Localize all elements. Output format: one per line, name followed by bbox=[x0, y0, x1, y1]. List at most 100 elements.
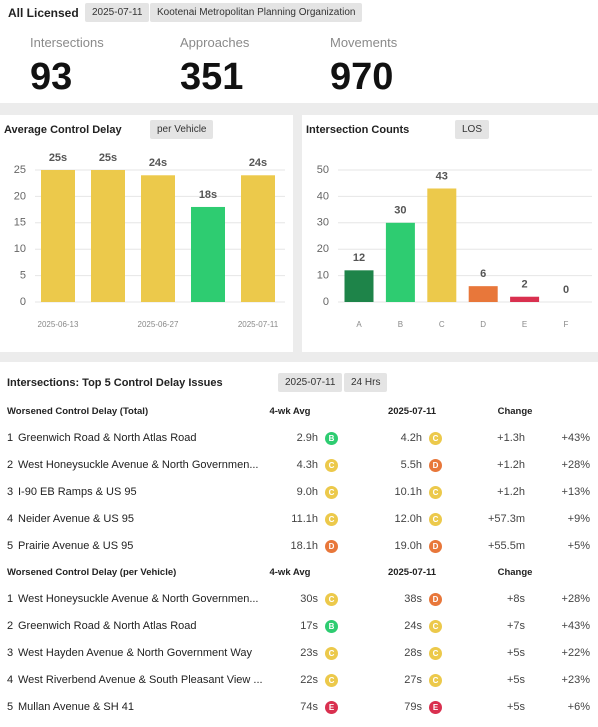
bar-value-label: 30 bbox=[394, 205, 406, 217]
bar-value-label: 43 bbox=[436, 170, 448, 182]
delay-change: +8s bbox=[506, 593, 525, 605]
los-badge: E bbox=[429, 701, 442, 714]
delay-change: +7s bbox=[506, 620, 525, 632]
row-rank: 5 bbox=[7, 540, 14, 552]
los-badge: C bbox=[429, 620, 442, 633]
avg-delay: 23s bbox=[300, 647, 318, 659]
kpi-value: 93 bbox=[30, 56, 73, 98]
x-tick-label: 2025-06-27 bbox=[138, 320, 179, 329]
delay-change: +5s bbox=[506, 701, 525, 713]
percent-change: +9% bbox=[567, 513, 590, 525]
los-badge: E bbox=[325, 701, 338, 714]
x-tick-label: F bbox=[564, 320, 569, 329]
percent-change: +22% bbox=[561, 647, 590, 659]
column-header: Change bbox=[497, 567, 533, 578]
avg-delay: 74s bbox=[300, 701, 318, 713]
chart-toggle: LOS bbox=[455, 120, 490, 139]
page-title: All Licensed bbox=[8, 6, 79, 20]
today-delay: 4.2h bbox=[400, 432, 422, 444]
bar-value-label: 12 bbox=[353, 252, 365, 264]
row-rank: 3 bbox=[7, 647, 14, 659]
intersection-name: West Honeysuckle Avenue & North Governme… bbox=[18, 593, 259, 605]
x-tick-label: A bbox=[356, 320, 362, 329]
avg-delay: 11.1h bbox=[291, 513, 318, 525]
y-tick-label: 15 bbox=[14, 217, 26, 229]
chart: 0 5 10 15 20 25 25s 2025-06-13 25s 24s 2025-06-27 1… bbox=[14, 152, 285, 329]
delay-change: +1.2h bbox=[497, 486, 525, 498]
column-header: 2025-07-11 bbox=[387, 406, 437, 417]
x-tick-label: E bbox=[522, 320, 527, 329]
bar bbox=[468, 286, 498, 302]
los-badge: C bbox=[325, 593, 338, 606]
y-tick-label: 50 bbox=[317, 164, 329, 176]
los-badge: D bbox=[325, 540, 338, 553]
percent-change: +23% bbox=[561, 674, 590, 686]
bar-value-label: 24s bbox=[149, 157, 167, 169]
row-rank: 5 bbox=[7, 701, 14, 713]
today-delay: 5.5h bbox=[400, 459, 422, 471]
los-badge: C bbox=[429, 486, 442, 499]
avg-delay: 22s bbox=[300, 674, 318, 686]
today-delay: 24s bbox=[404, 620, 422, 632]
table-chip: 24 Hrs bbox=[344, 373, 388, 392]
chart-card: Intersection Counts LOS 0 10 20 30 40 50 12 A 30 B 4… bbox=[302, 115, 598, 352]
intersection-name: West Riverbend Avenue & South Pleasant V… bbox=[18, 674, 263, 686]
percent-change: +43% bbox=[561, 620, 590, 632]
row-rank: 4 bbox=[7, 513, 14, 525]
los-badge: C bbox=[325, 486, 338, 499]
los-badge: C bbox=[325, 647, 338, 660]
delay-change: +57.3m bbox=[488, 513, 525, 525]
bar-value-label: 24s bbox=[249, 157, 267, 169]
percent-change: +6% bbox=[567, 701, 590, 713]
x-tick-label: 2025-06-13 bbox=[38, 320, 79, 329]
bar bbox=[344, 270, 374, 302]
y-tick-label: 10 bbox=[317, 270, 329, 282]
bar-value-label: 6 bbox=[480, 268, 486, 280]
los-badge: C bbox=[325, 513, 338, 526]
filter-chip: 2025-07-11 bbox=[85, 3, 150, 22]
bar bbox=[510, 296, 540, 302]
kpi-value: 351 bbox=[180, 56, 244, 98]
bar bbox=[385, 222, 415, 302]
kpi-label: Intersections bbox=[30, 35, 104, 50]
bar-value-label: 2 bbox=[522, 279, 528, 291]
column-header: 4-wk Avg bbox=[269, 406, 311, 417]
chart-card: Average Control Delay per Vehicle 0 5 10 15 20… bbox=[0, 115, 293, 352]
bar-value-label: 25s bbox=[99, 152, 117, 164]
percent-change: +13% bbox=[561, 486, 590, 498]
avg-delay: 4.3h bbox=[296, 459, 318, 471]
today-delay: 79s bbox=[404, 701, 422, 713]
intersection-name: Greenwich Road & North Atlas Road bbox=[18, 432, 197, 444]
row-rank: 4 bbox=[7, 674, 14, 686]
today-delay: 28s bbox=[404, 647, 422, 659]
column-header: 4-wk Avg bbox=[269, 567, 311, 578]
column-header: Change bbox=[497, 406, 533, 417]
avg-delay: 2.9h bbox=[296, 432, 318, 444]
kpi-value: 970 bbox=[330, 56, 394, 98]
bar bbox=[241, 175, 275, 302]
percent-change: +43% bbox=[561, 432, 590, 444]
y-tick-label: 25 bbox=[14, 164, 26, 176]
today-delay: 38s bbox=[404, 593, 422, 605]
y-tick-label: 0 bbox=[20, 296, 26, 308]
table-chip: 2025-07-11 bbox=[278, 373, 343, 392]
los-badge: C bbox=[429, 647, 442, 660]
kpi-label: Approaches bbox=[180, 35, 250, 50]
intersection-name: I-90 EB Ramps & US 95 bbox=[18, 486, 137, 498]
intersection-name: Neider Avenue & US 95 bbox=[18, 513, 134, 525]
los-badge: D bbox=[429, 540, 442, 553]
los-badge: B bbox=[325, 620, 338, 633]
column-header: 2025-07-11 bbox=[387, 567, 437, 578]
intersection-name: Prairie Avenue & US 95 bbox=[18, 540, 134, 552]
avg-delay: 17s bbox=[300, 620, 318, 632]
bar bbox=[191, 206, 225, 302]
percent-change: +28% bbox=[561, 593, 590, 605]
los-badge: C bbox=[429, 674, 442, 687]
delay-change: +1.2h bbox=[497, 459, 525, 471]
bar bbox=[427, 188, 457, 302]
avg-delay: 18.1h bbox=[290, 540, 318, 552]
y-tick-label: 5 bbox=[20, 270, 26, 282]
delay-change: +5s bbox=[506, 647, 525, 659]
bar bbox=[91, 170, 125, 302]
